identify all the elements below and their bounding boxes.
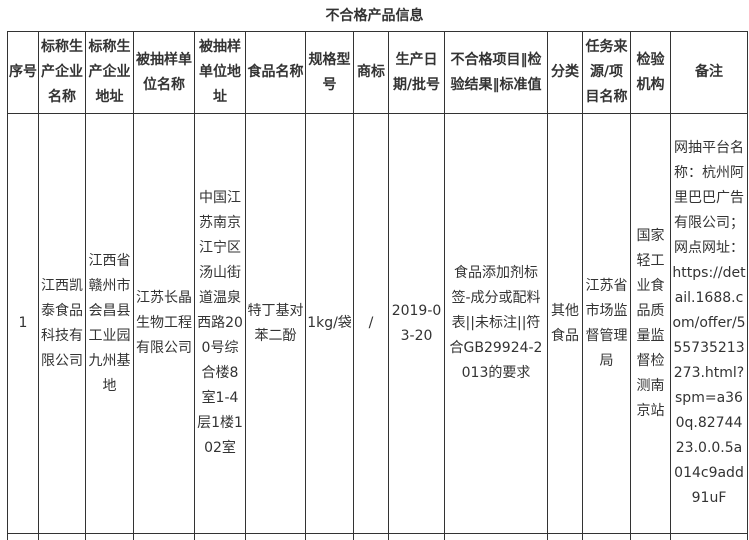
cell-spec-model: 1kg/袋 xyxy=(305,113,354,534)
cell-producer-name: 江西凯泰食品科技有限公司 xyxy=(38,113,86,534)
cell-empty xyxy=(547,533,583,540)
col-header-producer-address: 标称生产企业地址 xyxy=(85,31,134,114)
col-header-production-date: 生产日期/批号 xyxy=(388,31,445,114)
col-header-task-source: 任务来源/项目名称 xyxy=(582,31,631,114)
cell-sampled-unit-address: 中国江苏南京江宁区汤山街道温泉西路200号综合楼8室1-4层1楼102室 xyxy=(194,113,246,534)
cell-index: 1 xyxy=(7,113,39,534)
cell-empty xyxy=(582,533,631,540)
table-row: 1 江西凯泰食品科技有限公司 江西省赣州市会昌县工业园九州基地 江苏长晶生物工程… xyxy=(7,113,748,534)
cell-food-name: 特丁基对苯二酚 xyxy=(245,113,306,534)
cell-empty xyxy=(670,533,748,540)
cell-empty xyxy=(388,533,445,540)
cell-production-date: 2019-03-20 xyxy=(388,113,445,534)
col-header-inspection-agency: 检验机构 xyxy=(630,31,671,114)
cell-trademark: / xyxy=(353,113,389,534)
cell-empty xyxy=(7,533,39,540)
table-row-partial xyxy=(7,533,748,540)
cell-empty xyxy=(194,533,246,540)
col-header-remarks: 备注 xyxy=(670,31,748,114)
cell-category: 其他食品 xyxy=(547,113,583,534)
cell-empty xyxy=(353,533,389,540)
cell-producer-address: 江西省赣州市会昌县工业园九州基地 xyxy=(85,113,134,534)
cell-empty xyxy=(630,533,671,540)
cell-empty xyxy=(133,533,195,540)
col-header-sampled-unit-name: 被抽样单位名称 xyxy=(133,31,195,114)
cell-empty xyxy=(245,533,306,540)
col-header-category: 分类 xyxy=(547,31,583,114)
col-header-sampled-unit-address: 被抽样单位地址 xyxy=(194,31,246,114)
cell-inspection-agency: 国家轻工业食品质量监督检测南京站 xyxy=(630,113,671,534)
cell-failed-items: 食品添加剂标签-成分或配料表||未标注||符合GB29924-2013的要求 xyxy=(444,113,548,534)
page-title: 不合格产品信息 xyxy=(325,8,424,24)
cell-empty xyxy=(38,533,86,540)
col-header-food-name: 食品名称 xyxy=(245,31,306,114)
col-header-spec-model: 规格型号 xyxy=(305,31,354,114)
table-header-row: 序号 标称生产企业名称 标称生产企业地址 被抽样单位名称 被抽样单位地址 食品名… xyxy=(7,31,748,114)
col-header-failed-items: 不合格项目‖检验结果‖标准值 xyxy=(444,31,548,114)
col-header-index: 序号 xyxy=(7,31,39,114)
cell-empty xyxy=(444,533,548,540)
cell-remarks: 网抽平台名称：杭州阿里巴巴广告有限公司；网点网址：https://detail.… xyxy=(670,113,748,534)
col-header-trademark: 商标 xyxy=(353,31,389,114)
cell-sampled-unit-name: 江苏长晶生物工程有限公司 xyxy=(133,113,195,534)
cell-task-source: 江苏省市场监督管理局 xyxy=(582,113,631,534)
col-header-producer-name: 标称生产企业名称 xyxy=(38,31,86,114)
cell-empty xyxy=(305,533,354,540)
cell-empty xyxy=(85,533,134,540)
nonconforming-products-table: 序号 标称生产企业名称 标称生产企业地址 被抽样单位名称 被抽样单位地址 食品名… xyxy=(7,31,748,540)
